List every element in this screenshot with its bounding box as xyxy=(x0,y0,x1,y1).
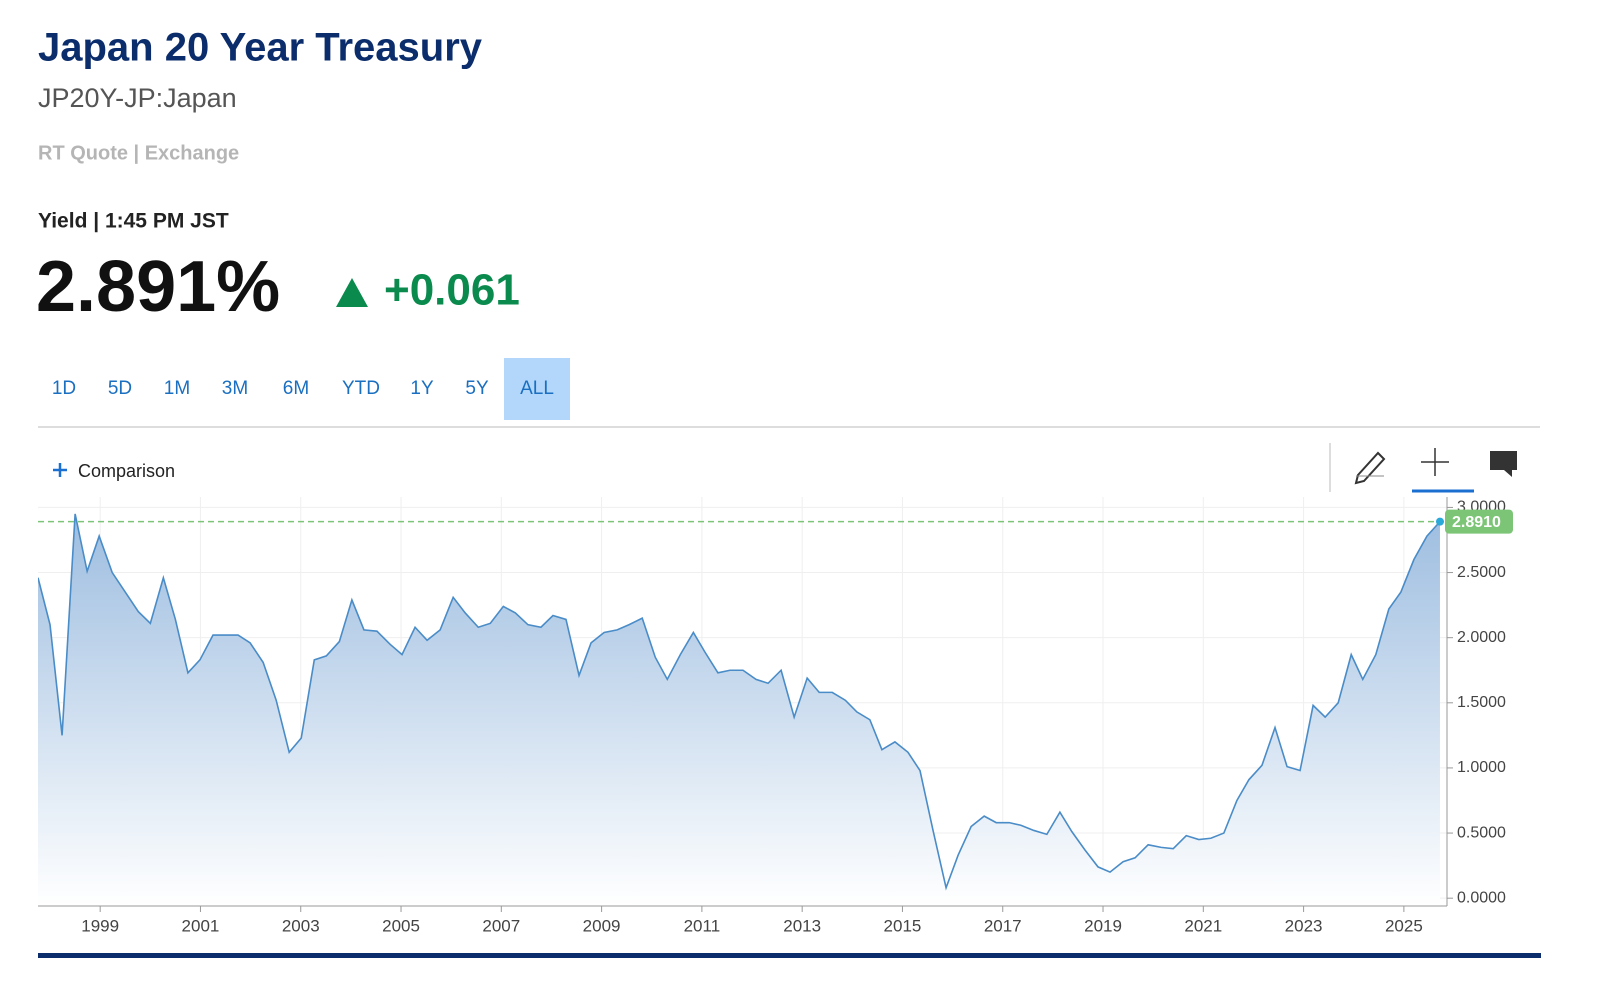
range-tab[interactable]: 1D xyxy=(52,378,76,399)
range-tab-label: 5D xyxy=(108,378,132,399)
last-point xyxy=(1435,517,1444,526)
range-tab-label: 1D xyxy=(52,378,76,399)
comment-tail xyxy=(1504,470,1512,477)
x-tick-label: 2025 xyxy=(1385,916,1423,935)
bottom-bar xyxy=(38,953,1541,958)
x-tick-label: 1999 xyxy=(81,916,119,935)
y-tick-label: 2.5000 xyxy=(1457,564,1506,581)
range-tab[interactable]: 1Y xyxy=(410,378,434,399)
range-tab[interactable]: 6M xyxy=(283,378,309,399)
range-tab[interactable]: YTD xyxy=(342,378,380,399)
y-tick-label: 0.0000 xyxy=(1457,889,1506,906)
range-tab[interactable]: 5Y xyxy=(465,378,489,399)
annotation-tool[interactable] xyxy=(1490,451,1517,477)
comparison-label: Comparison xyxy=(78,461,175,481)
range-tab-label: ALL xyxy=(520,378,554,399)
y-tick-label: 1.0000 xyxy=(1457,759,1506,776)
x-tick-label: 2013 xyxy=(783,916,821,935)
area-fill xyxy=(38,513,1440,906)
reference-label: 2.8910 xyxy=(1452,514,1501,531)
crosshair-tool[interactable] xyxy=(1412,448,1474,493)
x-tick-label: 2007 xyxy=(482,916,520,935)
title: Japan 20 Year Treasury xyxy=(38,26,483,70)
comparison-button[interactable]: Comparison xyxy=(53,461,175,481)
up-arrow xyxy=(336,278,368,307)
range-tabs: 1D 5D 1M 3M 6M YTD 1Y 5Y ALL xyxy=(52,358,570,420)
range-tab-label: 1Y xyxy=(410,378,434,399)
active-tab-bg xyxy=(504,358,570,420)
pencil-icon xyxy=(1354,451,1386,485)
range-tab[interactable]: 5D xyxy=(108,378,132,399)
plot-area xyxy=(38,513,1441,906)
x-tick-label: 2009 xyxy=(583,916,621,935)
range-tab-label: 1M xyxy=(164,378,190,399)
y-tick-label: 0.5000 xyxy=(1457,824,1506,841)
symbol: JP20Y-JP:Japan xyxy=(38,83,237,113)
x-tick-label: 2003 xyxy=(282,916,320,935)
range-tab-label: 6M xyxy=(283,378,309,399)
x-tick-label: 2001 xyxy=(182,916,220,935)
x-tick-label: 2019 xyxy=(1084,916,1122,935)
change: +0.061 xyxy=(384,266,520,315)
x-tick-label: 2023 xyxy=(1285,916,1323,935)
quote-label: Yield | 1:45 PM JST xyxy=(38,210,229,233)
x-tick-label: 2011 xyxy=(684,916,721,935)
range-tab[interactable]: ALL xyxy=(504,358,570,420)
range-tab[interactable]: 1M xyxy=(164,378,190,399)
range-tab-label: YTD xyxy=(342,378,380,399)
y-tick-label: 2.0000 xyxy=(1457,629,1506,646)
chart: 1999 2001 2003 2005 2007 2009 2011 2013 2015 2017… xyxy=(38,497,1513,935)
range-tab-label: 5Y xyxy=(465,378,489,399)
comment-icon xyxy=(1490,451,1517,470)
source: RT Quote | Exchange xyxy=(38,142,239,164)
range-tab-label: 3M xyxy=(222,378,248,399)
line xyxy=(38,513,1441,891)
x-tick-label: 2021 xyxy=(1184,916,1222,935)
reference-badge xyxy=(1445,509,1513,534)
price: 2.891% xyxy=(36,247,280,327)
draw-tool[interactable] xyxy=(1354,451,1386,485)
range-tab[interactable]: 3M xyxy=(222,378,248,399)
y-tick-label: 1.5000 xyxy=(1457,694,1506,711)
x-tick-label: 2017 xyxy=(984,916,1022,935)
x-tick-label: 2015 xyxy=(884,916,922,935)
x-tick-label: 2005 xyxy=(382,916,420,935)
